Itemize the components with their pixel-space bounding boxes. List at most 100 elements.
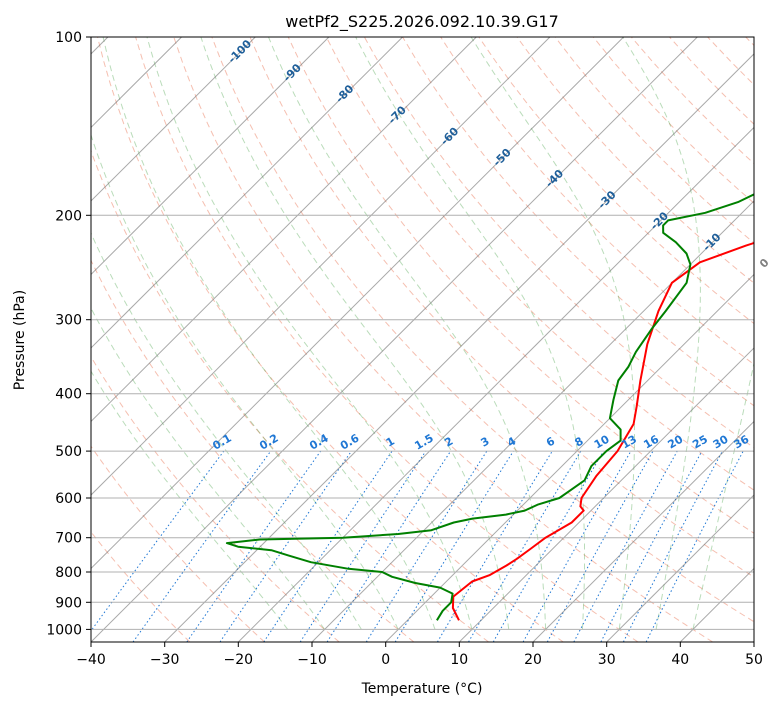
isotherm-line	[91, 37, 698, 642]
x-tick-label: −30	[150, 652, 180, 668]
mixing-ratio-line	[365, 450, 488, 642]
mixing-ratio-label: 20	[666, 432, 686, 451]
mixing-ratio-line	[546, 450, 654, 642]
mixing-ratio-line	[186, 450, 322, 642]
dry-adiabat	[97, 37, 564, 642]
y-tick-label: 500	[55, 444, 82, 460]
isotherm-line	[679, 567, 754, 642]
background-lines	[91, 37, 754, 642]
x-tick-label: −20	[224, 652, 254, 668]
mixing-ratio-label: 2	[442, 435, 455, 450]
mixing-ratio-line	[394, 450, 514, 642]
mixing-ratio-line	[299, 450, 427, 642]
moist-adiabat	[692, 361, 754, 630]
mixing-ratio-line	[600, 450, 703, 642]
y-tick-label: 100	[55, 30, 82, 46]
dry-adiabat	[669, 37, 754, 125]
plot-frame	[90, 36, 755, 643]
dry-adiabat	[91, 355, 340, 642]
x-tick-label: 0	[381, 652, 390, 668]
isotherm-line	[237, 126, 754, 642]
x-ticks: −40 −30 −20 −10 0 10 20 30 40 50	[76, 642, 763, 668]
moist-adiabat	[268, 37, 547, 630]
moist-adiabat	[102, 37, 436, 630]
isotherm-line	[91, 37, 477, 423]
dry-adiabat	[745, 37, 754, 47]
dry-adiabat	[91, 531, 191, 642]
mixing-ratio-label: 6	[544, 434, 557, 449]
dry-adiabat	[325, 37, 754, 491]
dry-adiabat	[516, 37, 754, 284]
moist-adiabat	[200, 37, 510, 630]
dewpoint-line	[225, 193, 754, 621]
y-axis-label: Pressure (hPa)	[12, 290, 28, 390]
x-axis-label: Temperature (°C)	[361, 681, 483, 697]
dry-adiabat	[135, 37, 639, 642]
isotherm-line	[164, 53, 754, 642]
isotherm-line	[606, 494, 754, 642]
isotherm-line	[458, 347, 754, 642]
mixing-ratio-label: 16	[641, 432, 661, 451]
moist-adiabat	[355, 37, 585, 630]
mixing-ratio-label: 3	[478, 435, 491, 450]
chart-title: wetPf2_S225.2026.092.10.39.G17	[285, 12, 559, 32]
y-tick-label: 200	[55, 208, 82, 224]
moist-adiabat	[622, 37, 701, 630]
mixing-ratio-label: 1	[384, 435, 397, 450]
mixing-ratio-line	[132, 450, 272, 642]
isotherm-line	[91, 37, 256, 202]
isotherm-label: -100	[226, 37, 255, 66]
y-tick-label: 1000	[46, 622, 82, 638]
mixing-ratio-line	[263, 450, 393, 642]
mixing-ratio-label: 0.2	[257, 432, 280, 453]
y-ticks: 100 200 300 400 500 600 700 800 900 1000	[46, 30, 91, 638]
isotherm-label: 0	[757, 256, 772, 271]
y-tick-label: 300	[55, 313, 82, 329]
isotherm-line	[753, 641, 754, 642]
mixing-ratio-line	[645, 450, 744, 642]
moist-adiabat	[91, 370, 289, 630]
isotherm-line	[311, 200, 754, 642]
moist-adiabat	[91, 133, 399, 630]
mixing-ratio-line	[219, 450, 352, 642]
isotherm-line	[91, 37, 551, 496]
mixing-ratio-line	[91, 450, 225, 632]
isotherm-label: -80	[333, 82, 356, 105]
mixing-ratio-label: 0.4	[307, 431, 331, 452]
mixing-ratio-label: 13	[619, 433, 639, 452]
y-tick-label: 400	[55, 387, 82, 403]
isotherm-line	[385, 273, 754, 642]
grid-lines	[91, 37, 754, 642]
dry-adiabat	[707, 37, 754, 86]
x-tick-label: −10	[297, 652, 327, 668]
dry-adiabat	[91, 445, 265, 642]
y-tick-label: 800	[55, 565, 82, 581]
dry-adiabat	[173, 37, 713, 642]
isotherm-line	[532, 420, 754, 642]
x-tick-label: 10	[450, 652, 468, 668]
moist-adiabat	[146, 37, 473, 630]
dry-adiabat	[478, 37, 754, 325]
x-tick-label: 20	[524, 652, 542, 668]
mixing-ratio-line	[522, 450, 632, 642]
moist-adiabat	[91, 231, 362, 630]
y-tick-label: 900	[55, 595, 82, 611]
isotherm-line	[91, 37, 403, 349]
isotherm-label: -40	[543, 167, 566, 190]
x-tick-label: 40	[671, 652, 689, 668]
dry-adiabat	[592, 37, 754, 204]
mixing-ratio-label: 25	[690, 433, 710, 452]
temperature-line	[451, 241, 754, 621]
y-tick-label: 600	[55, 491, 82, 507]
x-tick-label: −40	[76, 652, 106, 668]
line-labels: 0.1 0.2 0.4 0.6 1 1.5 2 3 4 6 8 10 13 16 20 25 30 36-100-…	[210, 37, 772, 453]
mixing-ratio-line	[326, 450, 452, 642]
mixing-ratio-label: 1.5	[412, 432, 435, 453]
mixing-ratio-label: 30	[711, 432, 731, 451]
x-tick-label: 50	[745, 652, 763, 668]
mixing-ratio-label: 8	[572, 435, 585, 450]
moist-adiabat	[470, 37, 635, 630]
isotherm-label: -70	[386, 103, 409, 126]
y-tick-label: 700	[55, 531, 82, 547]
